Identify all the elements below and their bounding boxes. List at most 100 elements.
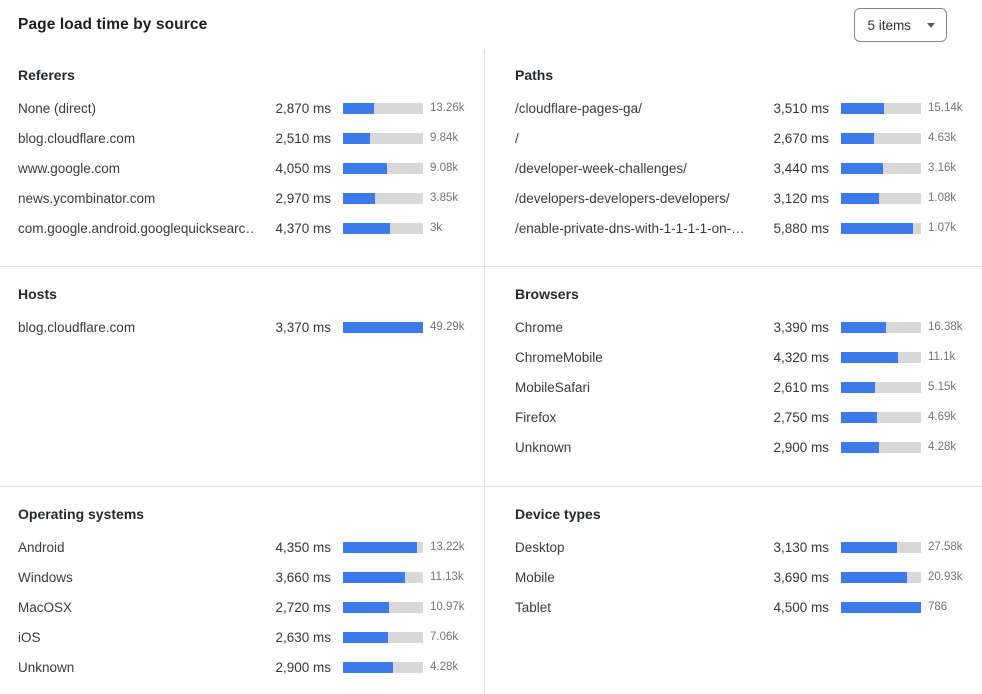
chart-row: Mobile 3,690 ms 20.93k xyxy=(515,562,982,592)
panel-paths: Paths /cloudflare-pages-ga/ 3,510 ms 15.… xyxy=(484,50,982,266)
bar-track xyxy=(841,222,921,234)
bar-fill xyxy=(841,351,898,363)
row-label: Mobile xyxy=(515,569,555,585)
bar-track xyxy=(841,571,921,583)
bar-fill xyxy=(343,571,406,583)
row-count: 4.69k xyxy=(928,411,957,423)
bar-track xyxy=(343,571,423,583)
panel-title: Referers xyxy=(18,67,75,83)
chart-row: Chrome 3,390 ms 16.38k xyxy=(515,312,982,342)
row-label: Windows xyxy=(18,569,73,585)
chart-row: blog.cloudflare.com 3,370 ms 49.29k xyxy=(18,312,484,342)
row-label: Unknown xyxy=(18,659,75,675)
row-label: Unknown xyxy=(515,439,572,455)
bar-track xyxy=(343,102,423,114)
row-value-ms: 2,870 ms xyxy=(275,100,331,116)
bar-fill xyxy=(841,441,880,453)
panel-rows: Desktop 3,130 ms 27.58k Mobile 3,690 ms … xyxy=(515,532,982,622)
panel-referers: Referers None (direct) 2,870 ms 13.26k b… xyxy=(0,50,484,266)
bar-fill xyxy=(343,102,375,114)
panel-rows: Chrome 3,390 ms 16.38k ChromeMobile 4,32… xyxy=(515,312,982,462)
chart-row: news.ycombinator.com 2,970 ms 3.85k xyxy=(18,183,484,213)
bar-track xyxy=(841,441,921,453)
row-value-ms: 3,390 ms xyxy=(773,319,829,335)
row-value-ms: 2,900 ms xyxy=(275,659,331,675)
panel-title: Operating systems xyxy=(18,506,145,522)
bar-fill xyxy=(343,661,393,673)
panel-hosts: Hosts blog.cloudflare.com 3,370 ms 49.29… xyxy=(0,266,484,486)
chart-row: /enable-private-dns-with-1-1-1-1-on-… 5,… xyxy=(515,213,982,243)
panel-title: Hosts xyxy=(18,286,57,302)
bar-fill xyxy=(343,321,423,333)
panel-operating-systems: Operating systems Android 4,350 ms 13.22… xyxy=(0,486,484,694)
items-count-value: 5 items xyxy=(867,17,911,33)
row-value-ms: 2,900 ms xyxy=(773,439,829,455)
row-label: /developer-week-challenges/ xyxy=(515,160,687,176)
row-value-ms: 5,880 ms xyxy=(773,220,829,236)
row-count: 3k xyxy=(430,222,443,234)
bar-fill xyxy=(343,601,390,613)
panel-title: Paths xyxy=(515,67,554,83)
row-value-ms: 2,610 ms xyxy=(773,379,829,395)
chart-row: blog.cloudflare.com 2,510 ms 9.84k xyxy=(18,123,484,153)
row-label: blog.cloudflare.com xyxy=(18,319,136,335)
panel-rows: Android 4,350 ms 13.22k Windows 3,660 ms… xyxy=(18,532,484,682)
panel-browsers: Browsers Chrome 3,390 ms 16.38k ChromeMo… xyxy=(484,266,982,486)
chart-row: / 2,670 ms 4.63k xyxy=(515,123,982,153)
bar-fill xyxy=(343,132,371,144)
bar-track xyxy=(841,132,921,144)
bar-fill xyxy=(841,222,913,234)
bar-track xyxy=(343,661,423,673)
items-count-select[interactable]: 5 items xyxy=(854,8,947,42)
row-count: 4.63k xyxy=(928,132,957,144)
row-value-ms: 4,350 ms xyxy=(275,539,331,555)
chart-row: Windows 3,660 ms 11.13k xyxy=(18,562,484,592)
row-label: Firefox xyxy=(515,409,557,425)
chart-row: /developers-developers-developers/ 3,120… xyxy=(515,183,982,213)
bar-fill xyxy=(841,162,884,174)
bar-track xyxy=(841,541,921,553)
bar-track xyxy=(841,102,921,114)
row-value-ms: 3,440 ms xyxy=(773,160,829,176)
row-count: 7.06k xyxy=(430,631,459,643)
panels-grid: Referers None (direct) 2,870 ms 13.26k b… xyxy=(0,50,982,694)
row-label: news.ycombinator.com xyxy=(18,190,156,206)
chart-row: www.google.com 4,050 ms 9.08k xyxy=(18,153,484,183)
bar-track xyxy=(343,222,423,234)
chart-row: com.google.android.googlequicksearc… 4,3… xyxy=(18,213,484,243)
row-count: 27.58k xyxy=(928,541,963,553)
row-count: 4.28k xyxy=(928,441,957,453)
row-count: 13.22k xyxy=(430,541,465,553)
bar-track xyxy=(841,381,921,393)
row-count: 3.85k xyxy=(430,192,459,204)
row-count: 16.38k xyxy=(928,321,963,333)
row-label: Desktop xyxy=(515,539,565,555)
row-count: 1.07k xyxy=(928,222,957,234)
bar-fill xyxy=(841,541,897,553)
widget-header: Page load time by source 5 items xyxy=(0,0,982,50)
bar-track xyxy=(343,601,423,613)
panel-title: Browsers xyxy=(515,286,579,302)
bar-fill xyxy=(343,162,387,174)
row-value-ms: 4,370 ms xyxy=(275,220,331,236)
bar-fill xyxy=(343,192,375,204)
row-count: 9.84k xyxy=(430,132,459,144)
row-value-ms: 3,130 ms xyxy=(773,539,829,555)
row-count: 11.13k xyxy=(430,571,464,583)
row-count: 5.15k xyxy=(928,381,957,393)
row-label: /cloudflare-pages-ga/ xyxy=(515,100,642,116)
row-value-ms: 3,660 ms xyxy=(275,569,331,585)
row-label: /developers-developers-developers/ xyxy=(515,190,730,206)
bar-track xyxy=(841,321,921,333)
chevron-down-icon xyxy=(927,22,935,28)
chart-row: Android 4,350 ms 13.22k xyxy=(18,532,484,562)
panel-rows: None (direct) 2,870 ms 13.26k blog.cloud… xyxy=(18,93,484,243)
panel-rows: blog.cloudflare.com 3,370 ms 49.29k xyxy=(18,312,484,342)
bar-fill xyxy=(841,411,877,423)
bar-track xyxy=(841,411,921,423)
bar-track xyxy=(841,162,921,174)
chart-row: Firefox 2,750 ms 4.69k xyxy=(515,402,982,432)
row-count: 13.26k xyxy=(430,102,465,114)
chart-row: ChromeMobile 4,320 ms 11.1k xyxy=(515,342,982,372)
